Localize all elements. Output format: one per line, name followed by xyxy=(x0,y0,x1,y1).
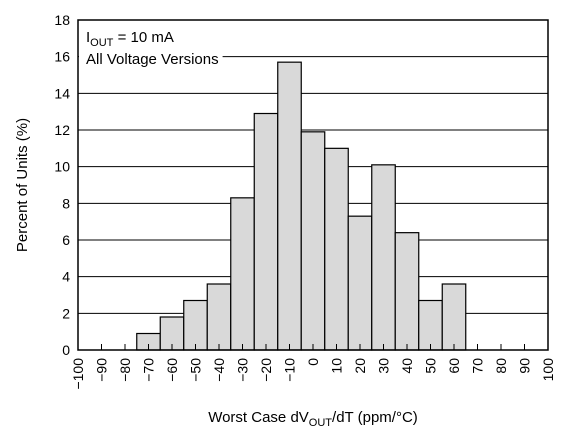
histogram-bar xyxy=(441,283,467,351)
x-tick-label: −10 xyxy=(282,358,298,382)
y-tick-label: 16 xyxy=(54,49,70,65)
x-tick-label: 60 xyxy=(446,358,462,374)
x-tick-label: 10 xyxy=(329,358,345,374)
annotation-versions: All Voltage Versions xyxy=(86,51,219,68)
histogram-bar xyxy=(300,131,326,351)
x-tick-label: −70 xyxy=(141,358,157,382)
x-tick-label: −30 xyxy=(235,358,251,382)
x-tick-label: 50 xyxy=(423,358,439,374)
x-tick-labels: −100 −90 −80 −70 −60 −50 −40 −30 −20 −10 0 10 20 30 40… xyxy=(70,358,556,390)
histogram-bar xyxy=(206,283,232,351)
y-tick-labels: 0 2 4 6 8 10 12 14 16 18 xyxy=(54,12,70,358)
x-tick-label: 80 xyxy=(493,358,509,374)
y-tick-label: 2 xyxy=(62,305,70,321)
x-tick-label: 90 xyxy=(517,358,533,374)
histogram-bar xyxy=(394,232,420,351)
y-tick-label: 6 xyxy=(62,232,70,248)
x-tick-label: −100 xyxy=(70,358,86,390)
y-tick-label: 18 xyxy=(54,12,70,28)
histogram-bar xyxy=(371,164,396,351)
x-axis-label: Worst Case dVOUT/dT (ppm/°C) xyxy=(208,409,418,429)
histogram-bar xyxy=(418,299,443,351)
x-tick-label: −50 xyxy=(188,358,204,382)
histogram-bar xyxy=(324,147,349,351)
y-tick-label: 8 xyxy=(62,195,70,211)
tick-marks xyxy=(77,344,549,350)
histogram-bar xyxy=(277,61,302,351)
y-tick-label: 0 xyxy=(62,342,70,358)
x-tick-label: −80 xyxy=(117,358,133,382)
histogram-bar xyxy=(253,112,279,351)
y-tick-label: 14 xyxy=(54,85,70,101)
annotation-current: IOUT = 10 mA xyxy=(86,29,174,49)
x-tick-label: −40 xyxy=(211,358,227,382)
x-tick-label: 20 xyxy=(352,358,368,374)
y-tick-label: 10 xyxy=(54,159,70,175)
x-tick-label: −20 xyxy=(258,358,274,382)
y-tick-label: 12 xyxy=(54,122,70,138)
x-tick-label: 40 xyxy=(399,358,415,374)
x-tick-label: 100 xyxy=(540,358,556,382)
histogram-bar xyxy=(347,215,373,351)
x-tick-label: −60 xyxy=(164,358,180,382)
y-tick-label: 4 xyxy=(62,269,70,285)
x-tick-label: 0 xyxy=(305,358,321,366)
bars xyxy=(136,61,467,351)
histogram-bar xyxy=(230,197,255,351)
histogram-bar xyxy=(183,299,208,351)
x-tick-label: −90 xyxy=(94,358,110,382)
y-axis-label: Percent of Units (%) xyxy=(14,118,31,252)
annotation-background xyxy=(79,21,223,70)
x-tick-label: 30 xyxy=(376,358,392,374)
x-tick-label: 70 xyxy=(470,358,486,374)
